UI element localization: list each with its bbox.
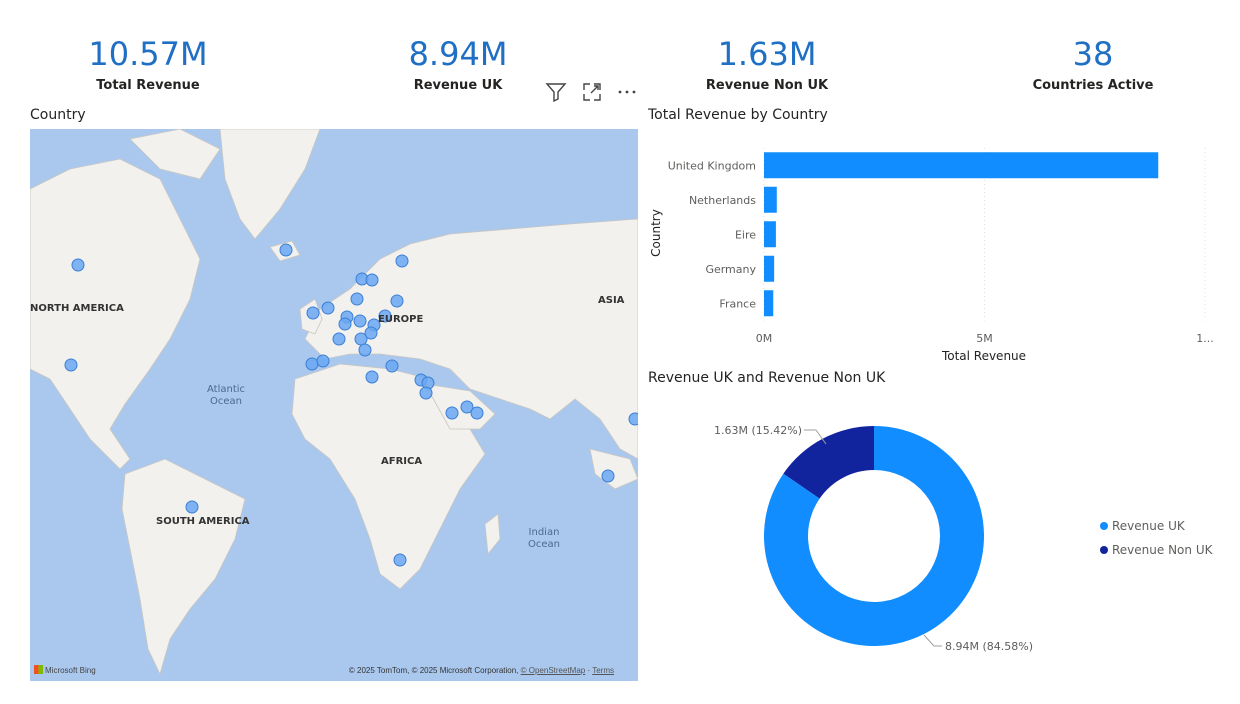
x-tick-label: 0M <box>756 332 773 345</box>
kpi-value: 38 <box>1072 35 1114 73</box>
microsoft-logo-icon <box>34 665 43 674</box>
category-label: Germany <box>705 263 756 276</box>
y-axis-label: Country <box>649 209 663 257</box>
map-bubble[interactable] <box>353 314 367 328</box>
donut-legend: Revenue UK Revenue Non UK <box>1100 514 1212 562</box>
category-label: France <box>719 297 756 310</box>
map-bubble[interactable] <box>321 301 335 315</box>
leader-line <box>923 634 942 647</box>
map-bubble[interactable] <box>185 500 199 514</box>
x-tick-label: 1... <box>1196 332 1214 345</box>
map-label-north-america: NORTH AMERICA <box>30 303 124 314</box>
map-bubble[interactable] <box>601 469 615 483</box>
kpi-label: Total Revenue <box>96 78 200 93</box>
map-bubble[interactable] <box>71 258 85 272</box>
kpi-revenue-non-uk: 1.63M Revenue Non UK <box>657 34 877 93</box>
legend-item-revenue-uk[interactable]: Revenue UK <box>1100 514 1212 538</box>
map-bubble[interactable] <box>305 357 319 371</box>
map-bubble[interactable] <box>385 359 399 373</box>
map-bubble[interactable] <box>358 343 372 357</box>
kpi-revenue-uk: 8.94M Revenue UK <box>348 34 568 93</box>
donut-data-label: 1.63M (15.42%) <box>714 424 802 437</box>
map-bubble[interactable] <box>365 370 379 384</box>
copyright-text: © 2025 TomTom, © 2025 Microsoft Corporat… <box>348 666 519 675</box>
kpi-value: 1.63M <box>717 35 817 73</box>
kpi-countries-active: 38 Countries Active <box>983 34 1203 93</box>
map-bubble[interactable] <box>338 317 352 331</box>
category-label: Netherlands <box>689 194 756 207</box>
map-bubble[interactable] <box>628 412 638 426</box>
kpi-label: Revenue UK <box>413 78 503 93</box>
map-label-europe: EUROPE <box>378 314 424 325</box>
bar-chart-title: Total Revenue by Country <box>648 107 828 123</box>
map-bubble[interactable] <box>279 243 293 257</box>
map-title: Country <box>30 107 86 123</box>
bar[interactable] <box>764 221 776 248</box>
donut-chart-title: Revenue UK and Revenue Non UK <box>648 370 886 386</box>
openstreetmap-link[interactable]: © OpenStreetMap <box>520 666 586 675</box>
x-axis-label: Total Revenue <box>941 349 1026 363</box>
total-revenue-by-country-chart: 0M 5M 1... United Kingdom Netherlands Eire Ger… <box>648 130 1228 370</box>
legend-dot <box>1100 522 1108 530</box>
donut-slice-revenue-uk[interactable] <box>764 426 984 646</box>
bar[interactable] <box>764 290 774 317</box>
map-label-africa: AFRICA <box>381 456 423 467</box>
map-bubble[interactable] <box>316 354 330 368</box>
visual-header-toolbar <box>544 80 640 104</box>
map-bubble[interactable] <box>364 326 378 340</box>
kpi-value: 10.57M <box>88 35 208 73</box>
focus-mode-icon[interactable] <box>580 80 604 104</box>
bar[interactable] <box>764 186 777 213</box>
map-label-indian-ocean: Indian Ocean <box>528 527 560 550</box>
map-land <box>30 129 638 676</box>
filter-icon[interactable] <box>544 80 568 104</box>
map-bubble[interactable] <box>64 358 78 372</box>
map-label-atlantic-ocean: Atlantic Ocean <box>206 384 246 407</box>
map-bubble[interactable] <box>395 254 409 268</box>
more-options-icon[interactable] <box>615 80 639 104</box>
map-bubble[interactable] <box>350 292 364 306</box>
legend-item-revenue-non-uk[interactable]: Revenue Non UK <box>1100 538 1212 562</box>
map-provider: Microsoft Bing <box>45 666 96 675</box>
terms-link[interactable]: Terms <box>592 666 614 675</box>
legend-label: Revenue Non UK <box>1112 543 1213 557</box>
map-bubble[interactable] <box>306 306 320 320</box>
legend-label: Revenue UK <box>1112 519 1185 533</box>
category-label: Eire <box>735 228 756 241</box>
map-bubble[interactable] <box>419 386 433 400</box>
map-bubble[interactable] <box>365 273 379 287</box>
map-bubble-layer <box>64 243 638 567</box>
bar[interactable] <box>764 152 1159 179</box>
bar[interactable] <box>764 255 775 282</box>
kpi-total-revenue: 10.57M Total Revenue <box>38 34 258 93</box>
map-label-south-america: SOUTH AMERICA <box>156 516 250 527</box>
map-bubble[interactable] <box>393 553 407 567</box>
map-bubble[interactable] <box>378 309 392 323</box>
kpi-label: Countries Active <box>1032 78 1154 93</box>
map-bubble[interactable] <box>460 400 474 414</box>
map-copyright: © 2025 TomTom, © 2025 Microsoft Corporat… <box>349 666 614 675</box>
x-tick-label: 5M <box>976 332 993 345</box>
category-label: United Kingdom <box>668 159 756 172</box>
map-label-asia: ASIA <box>598 295 625 306</box>
map-bubble[interactable] <box>332 332 346 346</box>
revenue-uk-vs-non-uk-chart: 1.63M (15.42%) 8.94M (84.58%) Revenue UK … <box>648 392 1228 692</box>
kpi-label: Revenue Non UK <box>705 78 829 93</box>
kpi-value: 8.94M <box>408 35 508 73</box>
donut-data-label: 8.94M (84.58%) <box>945 640 1033 653</box>
donut-slice-revenue-non-uk[interactable] <box>783 426 874 499</box>
map-bubble[interactable] <box>470 406 484 420</box>
map-bubble[interactable] <box>445 406 459 420</box>
leader-line <box>804 429 827 445</box>
country-map[interactable]: NORTH AMERICA EUROPE ASIA AFRICA SOUTH A… <box>30 129 638 681</box>
bing-attribution: Microsoft Bing <box>34 665 96 675</box>
separator: · <box>587 666 591 675</box>
legend-dot <box>1100 546 1108 554</box>
map-bubble[interactable] <box>390 294 404 308</box>
